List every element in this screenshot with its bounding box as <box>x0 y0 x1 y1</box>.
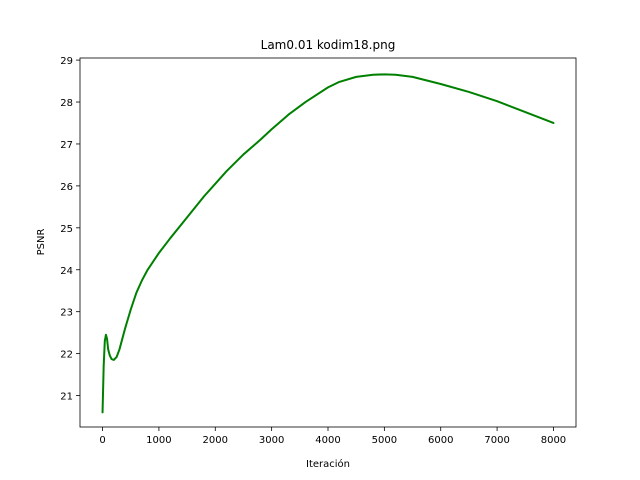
x-tick-label: 4000 <box>315 435 340 446</box>
x-tick-label: 5000 <box>372 435 397 446</box>
y-tick-label: 28 <box>60 98 73 109</box>
x-tick-label: 8000 <box>541 435 566 446</box>
y-tick-label: 27 <box>60 140 73 151</box>
chart-title: Lam0.01 kodim18.png <box>261 38 396 52</box>
series-line <box>101 73 555 414</box>
x-tick-label: 1000 <box>146 435 171 446</box>
y-tick-label: 22 <box>60 350 73 361</box>
y-tick-label: 24 <box>60 266 73 277</box>
axes-frame <box>79 57 577 428</box>
y-tick-label: 26 <box>60 182 73 193</box>
x-tick-label: 0 <box>99 435 105 446</box>
y-axis-label: PSNR <box>36 229 47 256</box>
plot-area: 0 1000 2000 3000 4000 5000 6000 7000 8000 21 22 23 2… <box>60 56 577 446</box>
y-tick-label: 21 <box>60 392 73 403</box>
x-tick-label: 6000 <box>428 435 453 446</box>
x-tick-label: 7000 <box>484 435 509 446</box>
x-tick-label: 2000 <box>203 435 228 446</box>
y-tick-label: 25 <box>60 224 73 235</box>
y-tick-label: 23 <box>60 308 73 319</box>
x-axis-label: Iteración <box>306 458 350 470</box>
y-tick-label: 29 <box>60 56 73 67</box>
x-tick-label: 3000 <box>259 435 284 446</box>
